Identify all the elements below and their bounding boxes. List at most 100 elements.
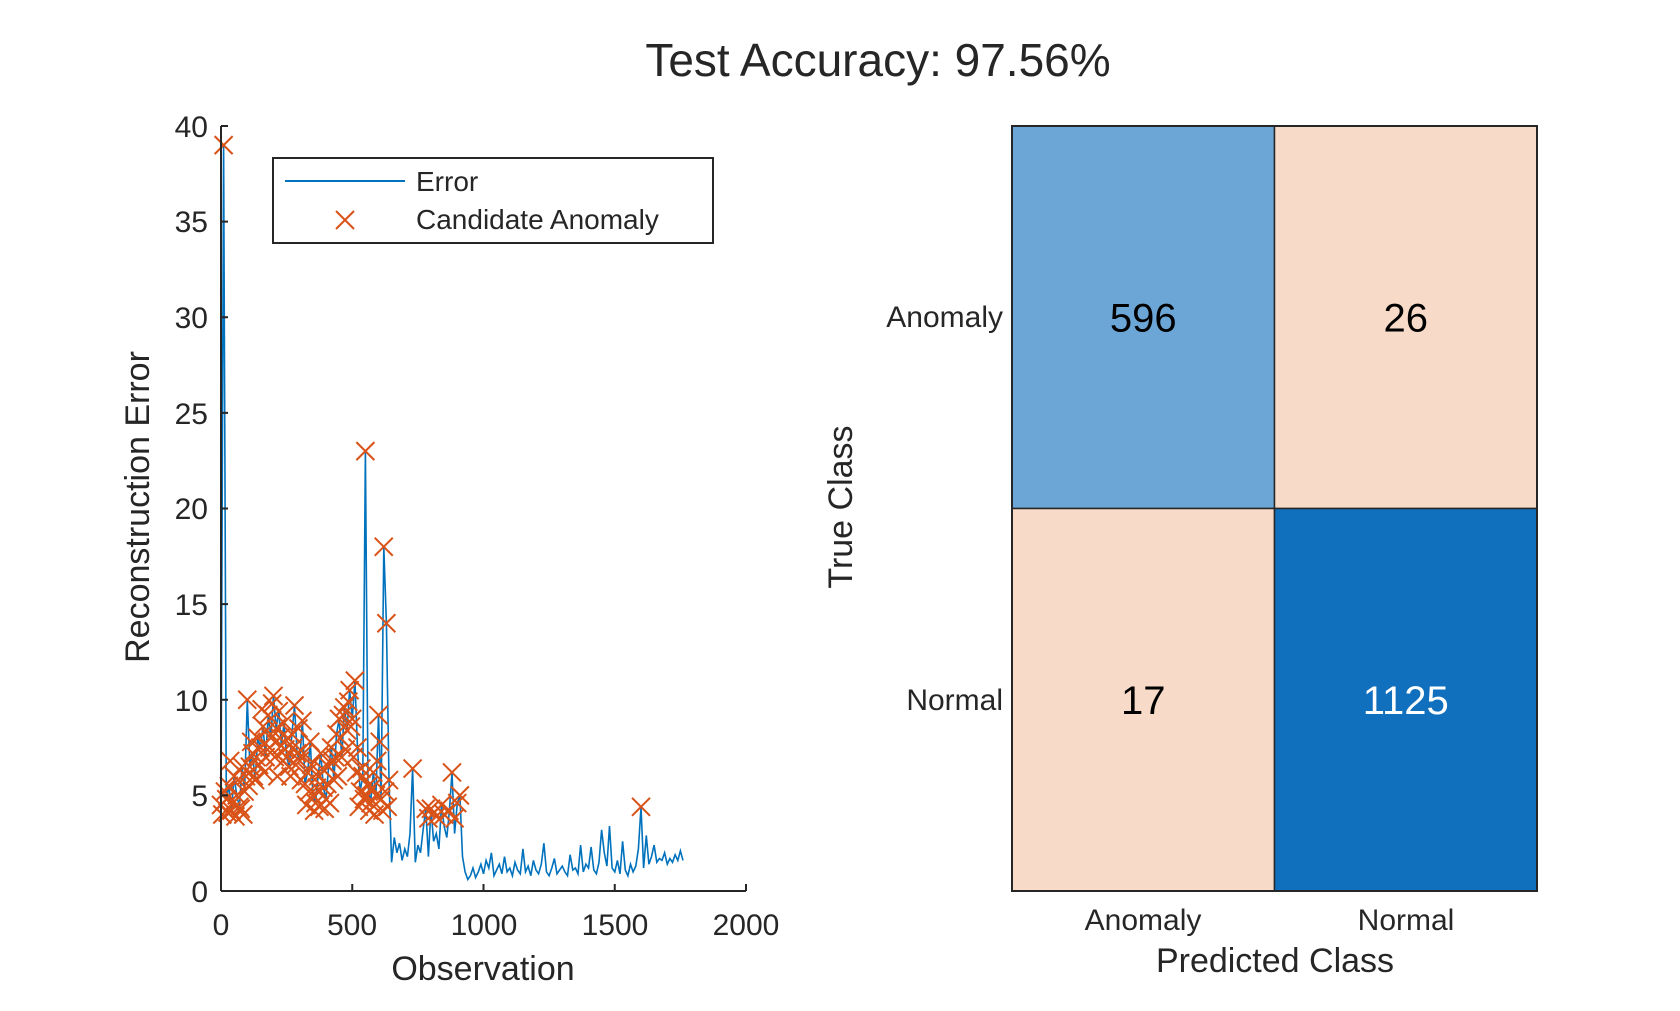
matrix-cell <box>1011 507 1276 892</box>
anomaly-marker <box>291 770 311 790</box>
anomaly-marker <box>328 766 348 786</box>
matrix-border <box>1011 125 1538 892</box>
error-plot-marks <box>211 135 684 882</box>
y-tick-label: 5 <box>191 780 208 813</box>
anomaly-marker <box>286 755 306 775</box>
y-tick-label: 20 <box>175 493 208 526</box>
x-tick-label: 500 <box>327 909 377 942</box>
anomaly-marker <box>362 778 382 798</box>
anomaly-marker <box>272 751 293 771</box>
anomaly-marker <box>284 695 305 716</box>
matrix-cell-value: 26 <box>1384 296 1429 340</box>
anomaly-marker <box>251 699 272 720</box>
anomaly-marker <box>246 747 267 767</box>
anomaly-marker <box>320 793 340 813</box>
anomaly-marker <box>288 718 309 739</box>
anomaly-marker <box>275 739 296 760</box>
anomaly-marker <box>233 804 254 825</box>
anomaly-marker <box>230 799 251 819</box>
anomaly-marker <box>402 758 423 779</box>
anomaly-marker <box>215 781 235 802</box>
anomaly-marker <box>341 716 361 737</box>
anomaly-marker <box>219 776 239 796</box>
anomaly-marker <box>283 737 303 758</box>
matrix-cell <box>1011 125 1276 510</box>
legend-anomaly-label: Candidate Anomaly <box>416 204 659 235</box>
anomaly-marker <box>372 800 393 821</box>
anomaly-marker <box>370 732 390 752</box>
anomaly-marker <box>274 712 294 733</box>
anomaly-marker <box>241 732 261 752</box>
anomaly-marker <box>379 770 399 790</box>
x-tick-label: 1000 <box>451 909 518 942</box>
legend-error-label: Error <box>416 166 478 197</box>
anomaly-marker <box>244 766 264 786</box>
row-label-normal: Normal <box>906 684 1003 717</box>
anomaly-marker <box>376 613 397 633</box>
x-axis-label: Predicted Class <box>1156 942 1394 980</box>
anomaly-marker <box>368 705 389 725</box>
y-tick-label: 15 <box>175 589 208 622</box>
x-axis-label: Observation <box>391 950 574 988</box>
y-tick-label: 40 <box>175 111 208 144</box>
x-tick-label: 1500 <box>582 909 649 942</box>
y-tick-label: 30 <box>175 302 208 335</box>
x-tick-label: 0 <box>213 909 230 942</box>
anomaly-marker <box>426 806 446 827</box>
anomaly-marker <box>377 797 398 817</box>
error-plot: 0 500 1000 1500 2000 0 5 10 15 20 25 30 … <box>119 111 779 988</box>
anomaly-marker <box>301 755 322 775</box>
anomaly-marker <box>280 766 301 786</box>
anomaly-marker <box>220 751 240 771</box>
col-label-normal: Normal <box>1358 904 1455 937</box>
anomaly-marker <box>346 762 366 783</box>
legend-anomaly-cross-icon <box>335 210 355 230</box>
y-axis-label: Reconstruction Error <box>119 351 157 663</box>
matrix-cell <box>1273 507 1538 892</box>
anomaly-marker <box>254 762 275 783</box>
confusion-matrix-cells: 596 26 17 1125 <box>1011 125 1538 892</box>
confusion-matrix: 596 26 17 1125 Anomaly Normal Anomaly Norma… <box>822 125 1538 980</box>
anomaly-marker <box>312 758 332 779</box>
y-axis-label: True Class <box>822 425 860 588</box>
anomaly-marker <box>363 762 383 783</box>
anomaly-marker <box>351 758 372 779</box>
anomaly-marker <box>307 778 327 798</box>
anomaly-marker <box>317 774 338 794</box>
anomaly-marker <box>293 743 314 764</box>
anomaly-marker <box>347 737 368 758</box>
x-tick-label: 2000 <box>713 909 780 942</box>
anomaly-marker <box>450 785 470 806</box>
anomaly-marker <box>338 691 359 712</box>
anomaly-marker <box>257 720 277 741</box>
error-plot-ticks: 0 500 1000 1500 2000 0 5 10 15 20 25 30 … <box>175 111 780 942</box>
anomaly-marker <box>434 804 454 825</box>
anomaly-marker <box>238 776 259 796</box>
anomaly-marker <box>355 441 376 461</box>
anomaly-marker <box>345 670 365 691</box>
anomaly-marker <box>213 135 234 155</box>
anomaly-marker <box>309 797 330 817</box>
y-tick-label: 0 <box>191 876 208 909</box>
anomaly-marker <box>334 697 355 718</box>
anomaly-marker <box>374 537 394 557</box>
y-tick-label: 10 <box>175 685 208 718</box>
legend[interactable]: Error Candidate Anomaly <box>272 157 714 244</box>
col-label-anomaly: Anomaly <box>1085 904 1202 937</box>
anomaly-marker <box>367 751 387 771</box>
anomaly-marker <box>263 686 284 706</box>
matrix-cell-value: 596 <box>1110 296 1177 340</box>
anomaly-marker <box>447 793 467 813</box>
anomaly-marker <box>270 728 290 748</box>
matrix-cell-value: 17 <box>1121 679 1166 723</box>
anomaly-marker <box>262 693 282 714</box>
anomaly-marker <box>333 705 353 725</box>
anomaly-marker <box>237 690 257 710</box>
legend-box <box>272 157 714 244</box>
anomaly-marker <box>631 797 651 817</box>
figure-title: Test Accuracy: 97.56% <box>645 34 1110 86</box>
anomaly-marker <box>442 762 462 783</box>
row-label-anomaly: Anomaly <box>886 301 1003 334</box>
y-tick-label: 25 <box>175 398 208 431</box>
